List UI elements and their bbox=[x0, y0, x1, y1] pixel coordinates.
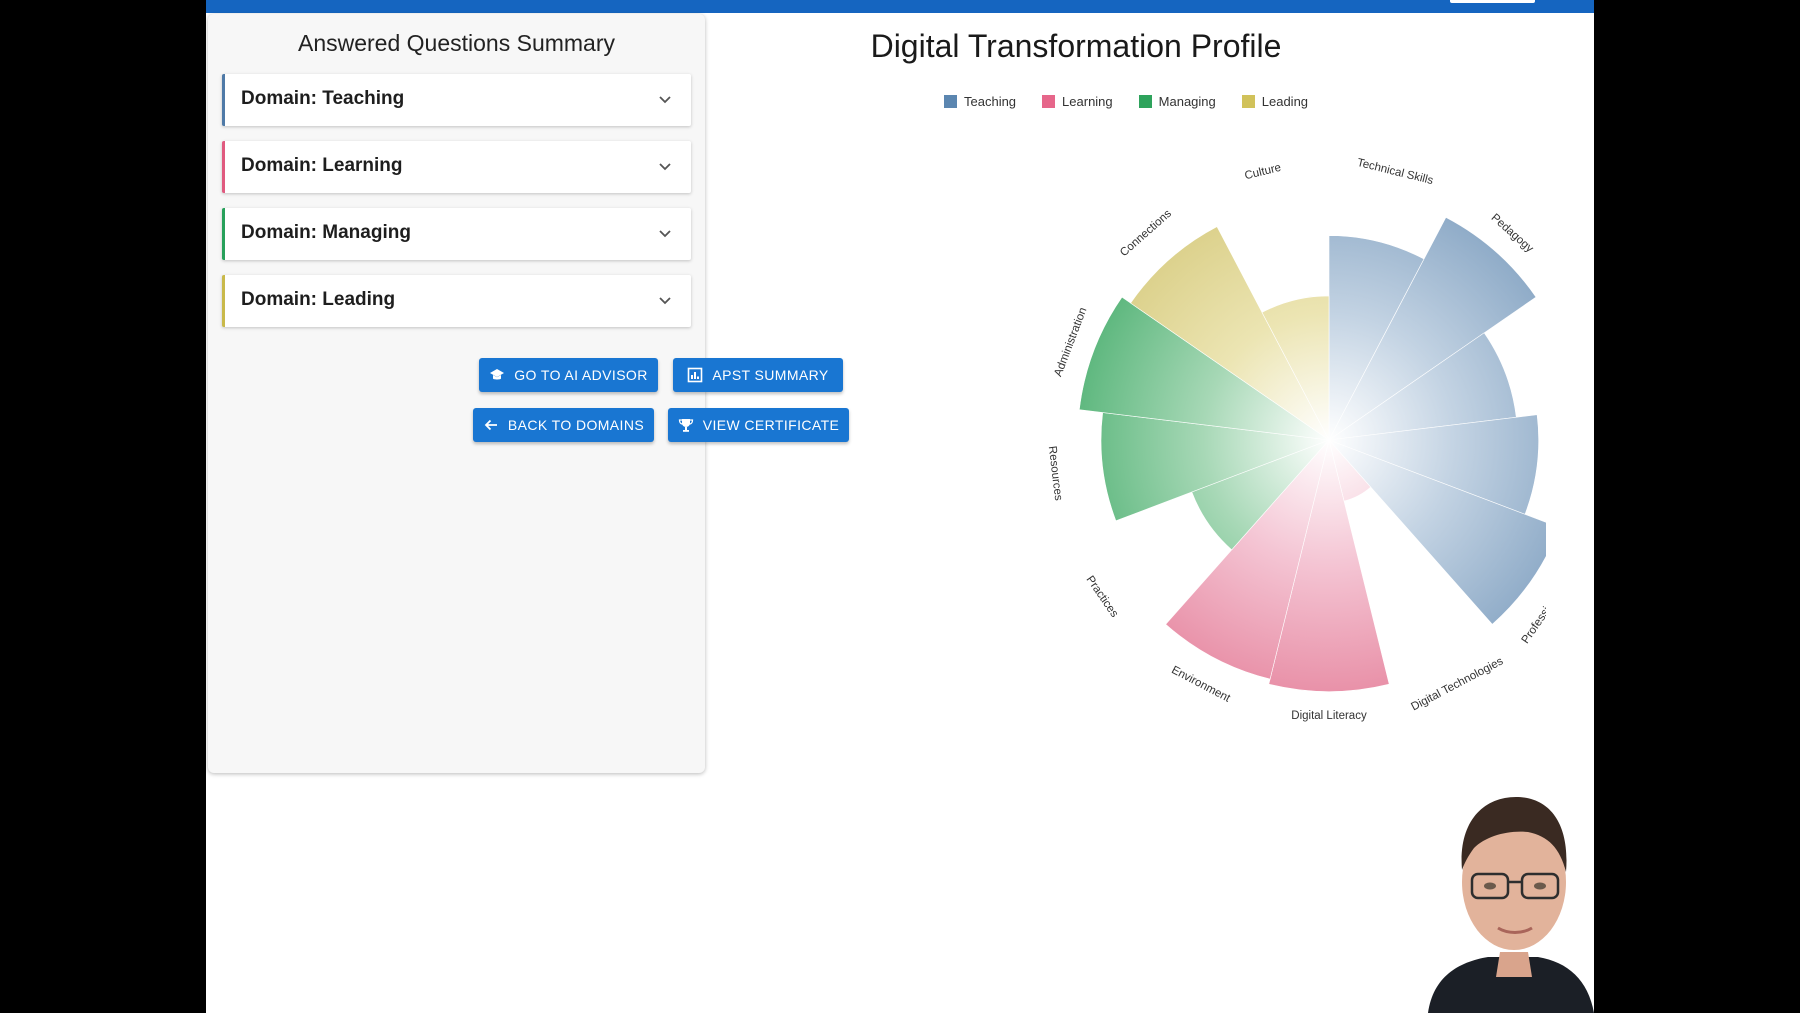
polar-wedge-technical-skills[interactable] bbox=[1328, 235, 1425, 441]
accordion-label: Domain: Managing bbox=[241, 222, 411, 243]
polar-category-label: Administration bbox=[1052, 306, 1089, 378]
chart-title: Digital Transformation Profile bbox=[870, 28, 1282, 64]
chevron-down-icon bbox=[659, 163, 671, 171]
polar-area-chart: Technical SkillsPedagogyAssessmentCurric… bbox=[1046, 157, 1546, 722]
legend-item-leading[interactable]: Leading bbox=[1241, 94, 1309, 109]
button-label: GO TO AI ADVISOR bbox=[514, 367, 648, 383]
legend-swatch bbox=[1241, 95, 1255, 108]
polar-category-label: Connections bbox=[1118, 208, 1174, 260]
legend-label: Managing bbox=[1158, 94, 1216, 109]
chevron-down-icon bbox=[659, 230, 671, 238]
polar-wedge-professional-learning[interactable] bbox=[1328, 439, 1546, 625]
legend-label: Learning bbox=[1062, 94, 1113, 109]
view-certificate-button[interactable]: VIEW CERTIFICATE bbox=[668, 408, 849, 442]
accordion-domain-managing[interactable]: Domain: Managing bbox=[222, 208, 691, 260]
polar-wedge-curriculum[interactable] bbox=[1328, 414, 1539, 515]
apst-summary-button[interactable]: APST SUMMARY bbox=[673, 358, 843, 392]
polar-category-label: Practices bbox=[1084, 574, 1121, 620]
presenter-webcam-overlay bbox=[1428, 797, 1594, 1013]
polar-wedge-culture[interactable] bbox=[1261, 295, 1330, 441]
polar-category-label: Culture bbox=[1243, 162, 1282, 182]
accordion-domain-leading[interactable]: Domain: Leading bbox=[222, 275, 691, 327]
chevron-down-icon bbox=[659, 96, 671, 104]
accordion-domain-teaching[interactable]: Domain: Teaching bbox=[222, 74, 691, 126]
legend-swatch bbox=[1138, 95, 1152, 108]
polar-wedge-administration[interactable] bbox=[1078, 296, 1330, 441]
polar-wedge-pedagogy[interactable] bbox=[1328, 216, 1537, 441]
polar-category-label: Resources bbox=[1046, 445, 1065, 501]
polar-category-label: Environment bbox=[1169, 664, 1232, 705]
legend-item-learning[interactable]: Learning bbox=[1042, 94, 1113, 109]
top-bar-button[interactable] bbox=[1450, 0, 1535, 3]
accordion-domain-learning[interactable]: Domain: Learning bbox=[222, 141, 691, 193]
button-label: BACK TO DOMAINS bbox=[507, 417, 645, 433]
accordion-label: Domain: Learning bbox=[241, 155, 403, 176]
button-label: APST SUMMARY bbox=[712, 367, 829, 383]
polar-wedge-connections[interactable] bbox=[1130, 226, 1330, 441]
legend-swatch bbox=[1042, 95, 1056, 108]
polar-category-label: Digital Literacy bbox=[1291, 710, 1367, 722]
legend-label: Leading bbox=[1261, 94, 1309, 109]
chevron-down-icon bbox=[659, 297, 671, 305]
trophy-icon bbox=[678, 419, 693, 432]
polar-wedge-digital-literacy[interactable] bbox=[1268, 439, 1390, 692]
polar-wedge-resources[interactable] bbox=[1100, 412, 1330, 522]
polar-category-label: Technical Skills bbox=[1356, 157, 1435, 187]
accordion-label: Domain: Teaching bbox=[241, 88, 405, 109]
answered-questions-panel: Answered Questions Summary Domain: Teach… bbox=[208, 14, 705, 773]
app-window: Answered Questions Summary Domain: Teach… bbox=[206, 0, 1594, 1013]
back-to-domains-button[interactable]: BACK TO DOMAINS bbox=[473, 408, 654, 442]
bar-chart-icon bbox=[688, 367, 703, 383]
legend-label: Teaching bbox=[964, 94, 1017, 109]
chart-legend: Teaching Learning Managing Leading bbox=[944, 94, 1308, 109]
arrow-left-icon bbox=[484, 419, 497, 431]
accordion-label: Domain: Leading bbox=[241, 289, 396, 310]
polar-category-label: Pedagogy bbox=[1489, 212, 1536, 255]
button-label: VIEW CERTIFICATE bbox=[702, 417, 840, 433]
polar-category-label: Digital Technologies bbox=[1409, 655, 1505, 713]
panel-title: Answered Questions Summary bbox=[297, 30, 615, 56]
go-to-ai-advisor-button[interactable]: GO TO AI ADVISOR bbox=[479, 358, 658, 392]
top-app-bar bbox=[206, 0, 1594, 13]
polar-wedge-environment[interactable] bbox=[1165, 439, 1330, 680]
legend-item-teaching[interactable]: Teaching bbox=[944, 94, 1016, 109]
legend-item-managing[interactable]: Managing bbox=[1138, 94, 1216, 109]
school-icon bbox=[490, 369, 505, 380]
legend-swatch bbox=[944, 95, 957, 108]
